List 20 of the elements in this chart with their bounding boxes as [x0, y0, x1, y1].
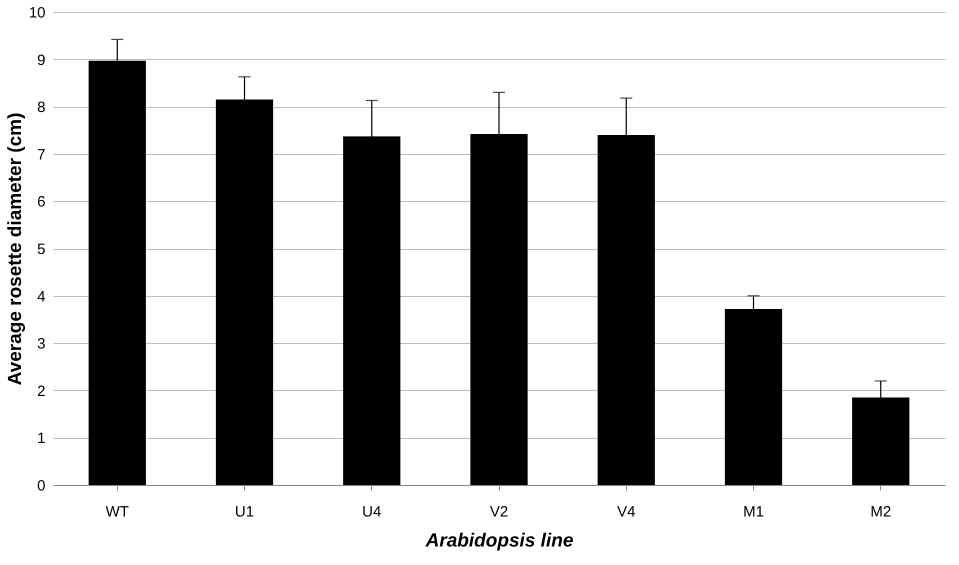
y-tick-label: 0 — [37, 478, 46, 494]
x-tick-label: V4 — [617, 504, 636, 520]
y-axis-title: Average rosette diameter (cm) — [4, 112, 26, 386]
y-tick-label: 2 — [37, 382, 46, 400]
x-tick-label: V2 — [490, 504, 508, 520]
x-tick-label: M1 — [743, 504, 764, 520]
y-tick-label: 8 — [37, 99, 46, 116]
y-tick-label: 6 — [37, 194, 46, 211]
y-tick-label: 7 — [37, 146, 46, 164]
y-tick-label: 5 — [37, 241, 46, 258]
y-tick-label: 3 — [37, 336, 46, 353]
x-axis-title: Arabidopsis line — [424, 530, 574, 552]
y-tick-label: 10 — [28, 4, 46, 22]
y-tick-label: 1 — [37, 430, 46, 448]
y-tick-label: 9 — [37, 52, 46, 69]
x-tick-label: WT — [106, 504, 129, 520]
x-tick-label: U1 — [234, 504, 254, 520]
x-tick-label: M2 — [870, 504, 892, 520]
x-tick-label: U4 — [362, 504, 382, 520]
y-tick-label: 4 — [37, 288, 46, 306]
